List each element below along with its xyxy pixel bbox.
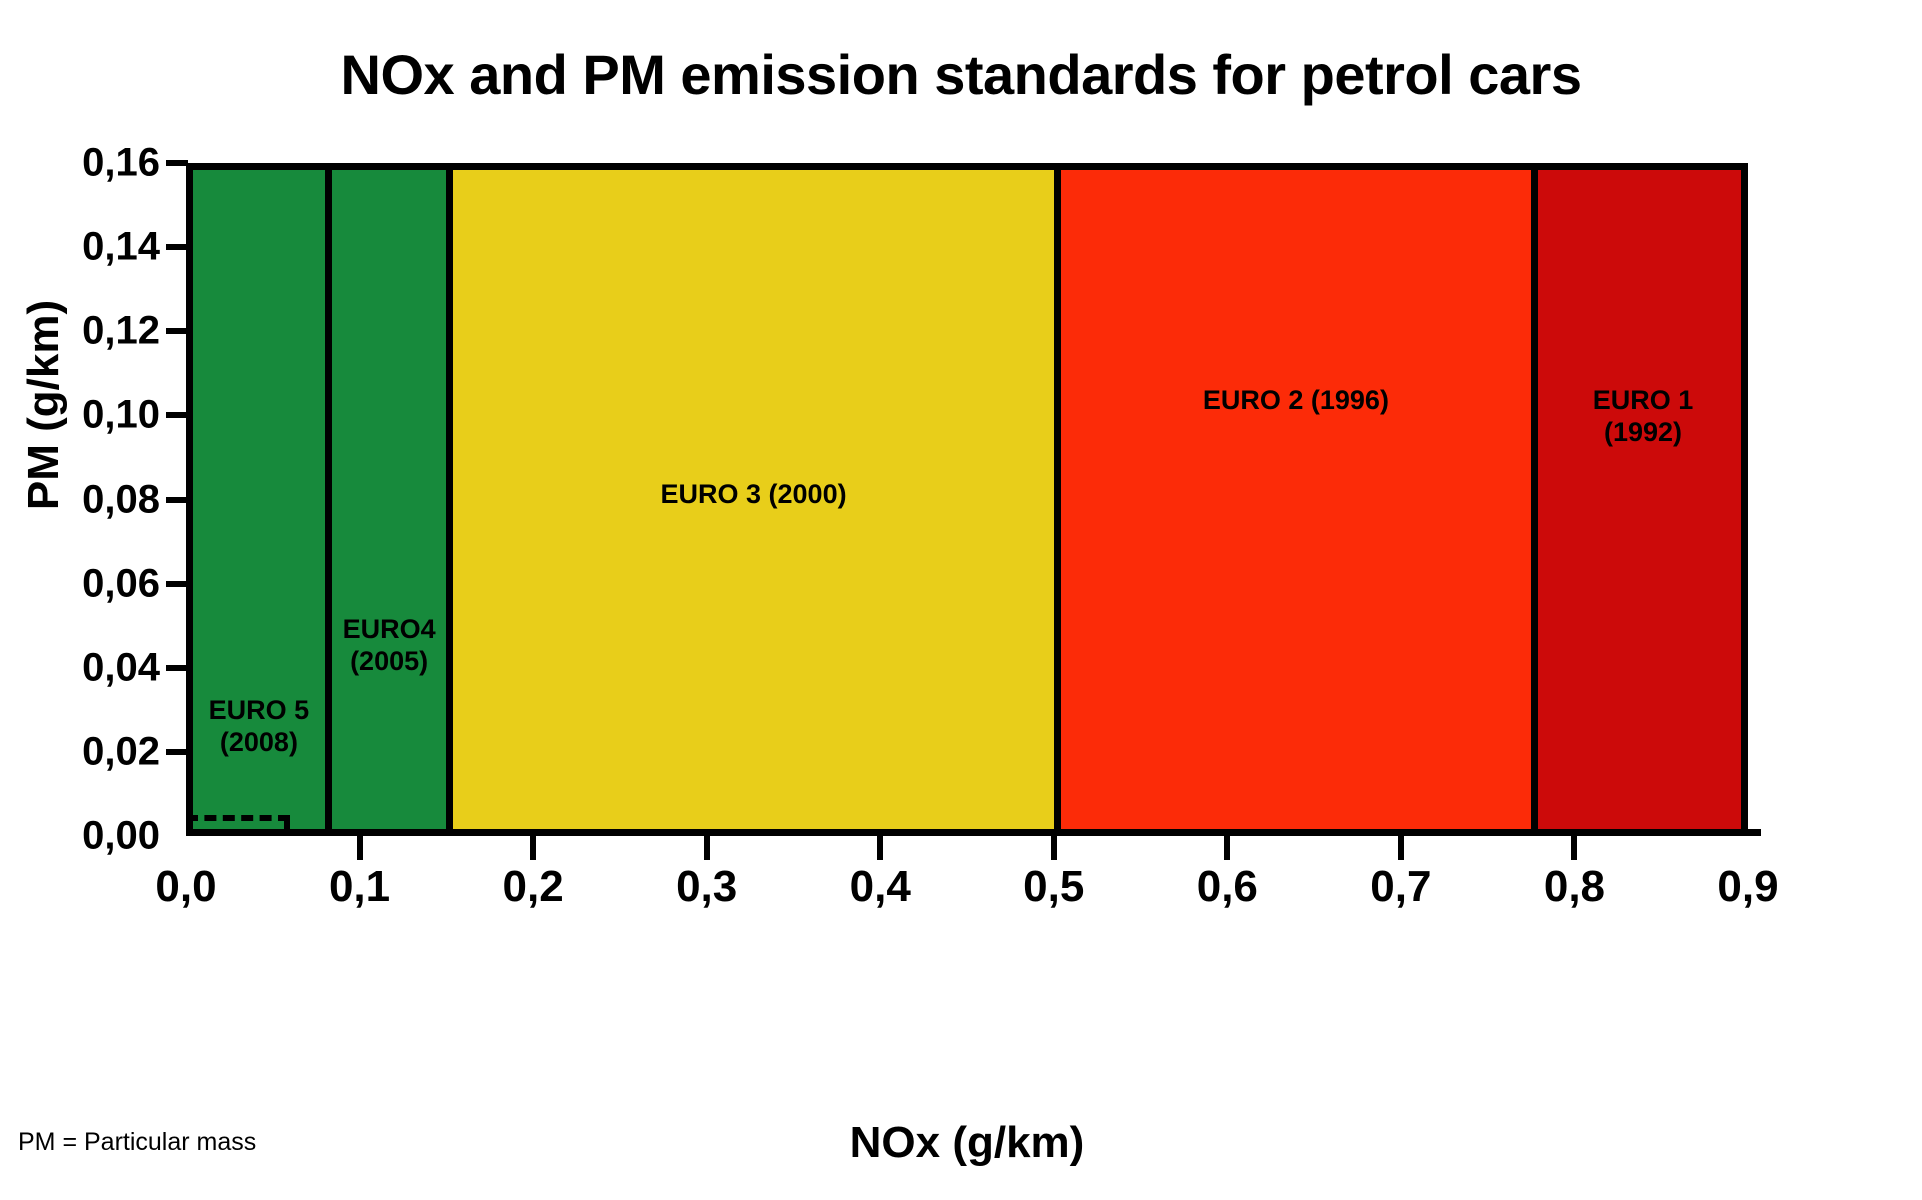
y-tick-label: 0,06 — [82, 561, 160, 606]
band-label: EURO 5 (2008) — [208, 694, 310, 757]
x-axis-title: NOx (g/km) — [849, 1118, 1085, 1167]
x-tick-mark — [877, 836, 884, 860]
y-tick-mark — [166, 496, 188, 503]
x-tick-mark — [1397, 836, 1404, 860]
euro5-pm-limit-dashed-box — [186, 814, 291, 836]
y-tick-label: 0,02 — [82, 729, 160, 774]
band-euro-1[interactable]: EURO 1 (1992) — [1531, 163, 1748, 836]
y-axis-title: PM (g/km) — [19, 299, 68, 511]
y-tick-mark — [166, 664, 188, 671]
x-tick-label: 0,4 — [849, 862, 911, 911]
band-label: EURO 2 (1996) — [1202, 385, 1389, 416]
y-tick-label: 0,10 — [82, 392, 160, 437]
y-tick-mark — [166, 748, 188, 755]
y-tick-mark — [166, 328, 188, 335]
y-tick-label: 0,08 — [82, 477, 160, 521]
x-tick-mark — [530, 836, 537, 860]
x-tick-label: 0,6 — [1196, 862, 1258, 911]
y-tick-mark — [166, 580, 188, 587]
plot-right-axis-line — [1741, 163, 1748, 836]
page-title: NOx and PM emission standards for petrol… — [340, 43, 1582, 106]
y-tick-label: 0,04 — [82, 645, 160, 690]
plot-top-axis-line — [186, 163, 1748, 170]
x-tick-mark — [1571, 836, 1578, 860]
band-label: EURO 1 (1992) — [1592, 385, 1694, 447]
plot-area: EURO 5 (2008) EURO4 (2005) EURO 3 (2000) EU… — [186, 163, 1748, 836]
x-tick-mark — [703, 836, 710, 860]
x-tick-label: 0,2 — [502, 862, 564, 911]
x-tick-label: 0,9 — [1717, 862, 1779, 911]
band-label: EURO 3 (2000) — [660, 479, 847, 510]
band-euro-5[interactable]: EURO 5 (2008) — [186, 163, 325, 836]
y-tick-label: 0,16 — [82, 140, 160, 185]
x-tick-label: 0,5 — [1023, 862, 1085, 911]
x-tick-label: 0,3 — [676, 862, 738, 911]
y-tick-label: 0,14 — [82, 224, 160, 269]
band-euro-2[interactable]: EURO 2 (1996) — [1053, 163, 1532, 836]
x-tick-label: 0,0 — [155, 862, 217, 911]
x-tick-label: 0,8 — [1543, 862, 1606, 911]
y-tick-mark — [166, 160, 188, 166]
footnote: PM = Particular mass — [18, 1128, 257, 1156]
y-tick-label: 0,00 — [82, 813, 160, 858]
y-tick-mark — [166, 244, 188, 251]
y-tick-mark — [166, 412, 188, 419]
band-euro4[interactable]: EURO4 (2005) — [324, 163, 447, 836]
x-tick-label: 0,1 — [328, 862, 391, 911]
band-euro-3[interactable]: EURO 3 (2000) — [446, 163, 1054, 836]
x-tick-mark — [1050, 836, 1057, 860]
band-label: EURO4 (2005) — [342, 613, 436, 676]
x-tick-label: 0,7 — [1370, 862, 1432, 911]
y-tick-label: 0,12 — [82, 308, 160, 353]
x-tick-mark — [356, 836, 363, 860]
x-axis-line — [186, 829, 1761, 836]
x-tick-mark — [1224, 836, 1231, 860]
